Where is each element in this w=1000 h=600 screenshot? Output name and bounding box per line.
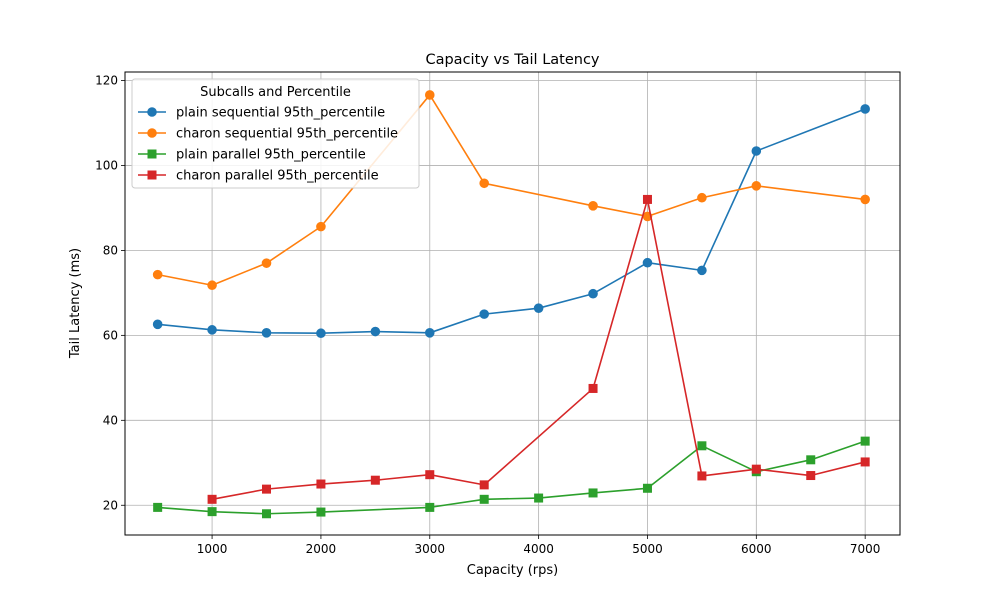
- legend-swatch-marker: [147, 170, 157, 180]
- data-point: [697, 192, 707, 203]
- data-point: [152, 269, 163, 280]
- series-2: [152, 90, 870, 291]
- data-point: [316, 221, 326, 232]
- data-point: [860, 104, 870, 114]
- data-point: [207, 325, 217, 335]
- x-tick-label: 2000: [306, 542, 337, 556]
- chart-title: Capacity vs Tail Latency: [425, 52, 599, 68]
- data-point: [588, 288, 598, 299]
- data-point: [262, 484, 272, 494]
- data-point: [642, 257, 653, 268]
- legend-entry: plain parallel 95th_percentile: [138, 148, 366, 163]
- data-point: [207, 280, 217, 291]
- data-point: [479, 480, 489, 490]
- data-point: [425, 502, 435, 512]
- legend-label: plain sequential 95th_percentile: [176, 106, 385, 121]
- data-point: [152, 319, 163, 330]
- data-point: [479, 178, 489, 189]
- data-point: [806, 455, 816, 465]
- data-point: [153, 502, 163, 512]
- data-point: [751, 146, 762, 156]
- y-tick-label: 20: [103, 498, 118, 512]
- legend-swatch-marker: [147, 149, 157, 159]
- data-point: [261, 258, 272, 268]
- data-point: [425, 470, 435, 480]
- data-point: [860, 436, 870, 446]
- data-point: [642, 194, 652, 204]
- data-point: [806, 471, 816, 481]
- data-point: [697, 265, 707, 276]
- data-point: [588, 383, 598, 393]
- legend-box: [131, 78, 420, 189]
- data-point: [479, 494, 489, 504]
- data-point: [207, 507, 217, 517]
- x-tick-label: 4000: [523, 542, 554, 556]
- plot-frame: [124, 71, 901, 536]
- legend-title: Subcalls and Percentile: [200, 85, 351, 100]
- data-point: [588, 201, 598, 211]
- data-point: [588, 488, 598, 498]
- data-point: [370, 475, 380, 485]
- legend: Subcalls and Percentile plain sequential…: [131, 78, 420, 189]
- data-point: [697, 471, 707, 481]
- data-point: [316, 479, 326, 489]
- y-tick-label: 40: [103, 413, 118, 427]
- legend-swatch-marker: [147, 107, 157, 117]
- x-tick-label: 5000: [632, 542, 663, 556]
- legend-label: charon parallel 95th_percentile: [176, 169, 379, 184]
- data-point: [479, 309, 489, 319]
- series-1: [152, 104, 870, 339]
- y-tick-label: 60: [103, 328, 118, 342]
- data-point: [751, 181, 762, 191]
- x-axis-label: Capacity (rps): [467, 563, 558, 578]
- y-axis-label: Tail Latency (ms): [68, 248, 83, 359]
- legend-entry: charon parallel 95th_percentile: [138, 169, 379, 184]
- x-tick-label: 7000: [850, 542, 881, 556]
- data-point: [370, 326, 381, 337]
- y-tick-label: 80: [103, 243, 118, 257]
- data-point: [751, 464, 761, 474]
- x-tick-label: 1000: [197, 542, 228, 556]
- data-point: [207, 494, 217, 504]
- data-point: [534, 493, 544, 503]
- y-tick-label: 100: [95, 158, 118, 172]
- data-point: [424, 328, 435, 338]
- data-point: [860, 194, 870, 205]
- series-layer: [152, 90, 870, 519]
- legend-entry: plain sequential 95th_percentile: [138, 106, 385, 121]
- data-point: [316, 328, 326, 339]
- tick-layer: 1000 2000 3000 4000 5000 6000 7000 20 40 60 80 100 1…: [95, 73, 880, 556]
- series-3: [153, 436, 870, 519]
- data-point: [533, 303, 544, 313]
- x-tick-label: 3000: [415, 542, 446, 556]
- legend-entry: charon sequential 95th_percentile: [138, 127, 398, 142]
- data-point: [262, 509, 272, 519]
- data-point: [261, 328, 272, 338]
- legend-label: charon sequential 95th_percentile: [176, 127, 398, 142]
- x-tick-label: 6000: [741, 542, 772, 556]
- series-line: [157, 440, 866, 515]
- data-point: [316, 507, 326, 517]
- legend-label: plain parallel 95th_percentile: [176, 148, 366, 163]
- data-point: [697, 441, 707, 451]
- series-4: [207, 194, 870, 504]
- legend-swatch-marker: [147, 128, 157, 138]
- data-point: [424, 90, 435, 100]
- y-tick-label: 120: [95, 73, 118, 87]
- data-point: [642, 483, 652, 493]
- data-point: [860, 457, 870, 467]
- series-line: [211, 198, 866, 501]
